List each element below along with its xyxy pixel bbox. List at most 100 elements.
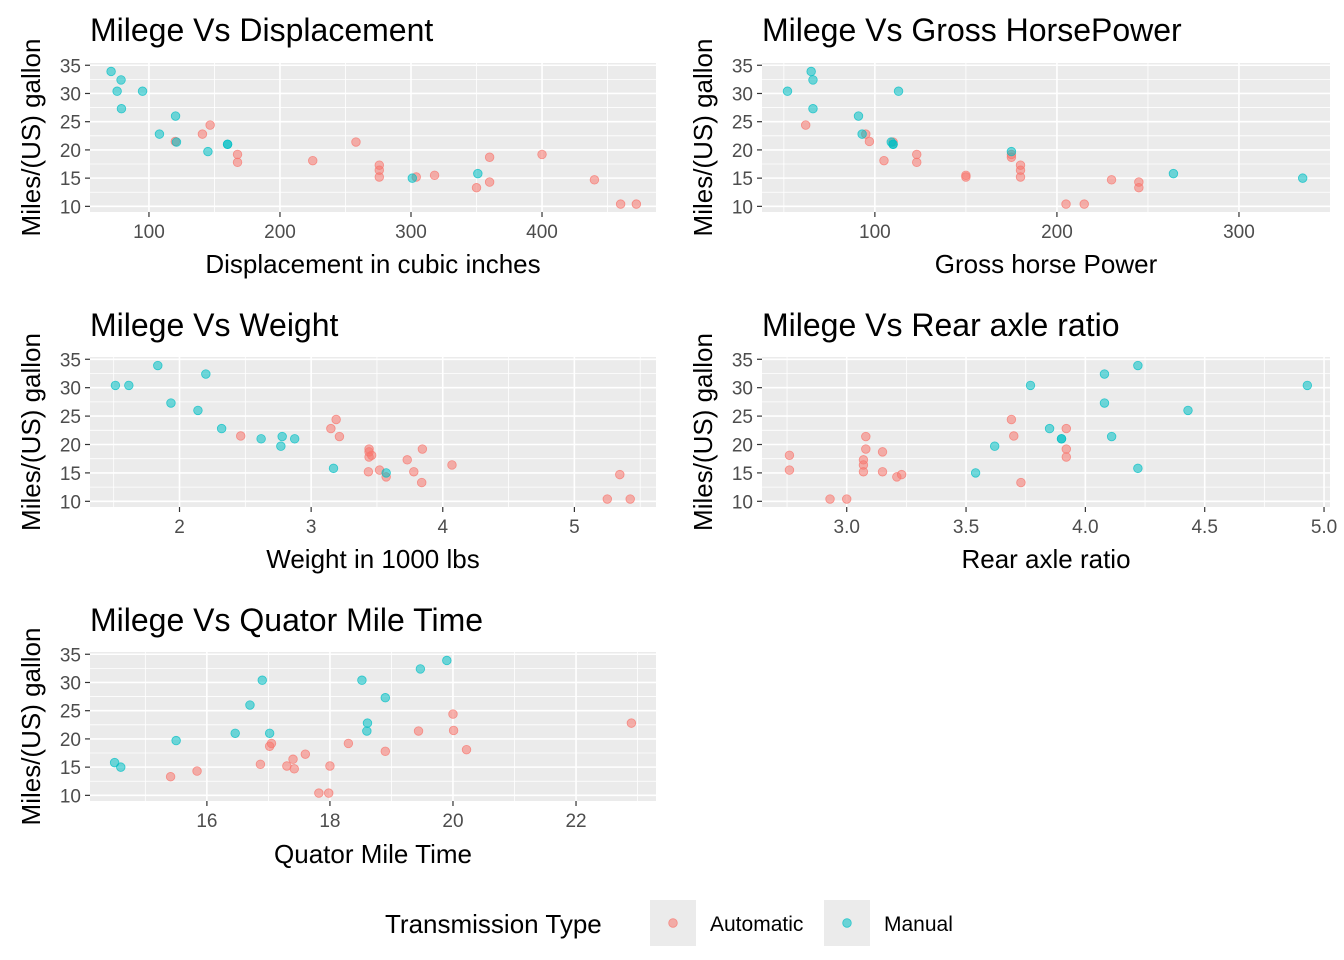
legend: Transmission Type Automatic Manual (385, 900, 953, 946)
data-point-manual (328, 463, 339, 474)
data-point-manual (380, 693, 391, 703)
data-point-automatic (334, 431, 345, 442)
data-point-automatic (326, 423, 336, 434)
data-point-manual (1025, 380, 1036, 391)
x-tick-label: 5.0 (1311, 517, 1337, 538)
data-point-automatic (417, 477, 427, 488)
data-point-manual (442, 655, 452, 666)
y-tick-label: 15 (732, 169, 753, 190)
y-tick-label: 10 (60, 786, 81, 807)
data-point-manual (893, 86, 904, 96)
chart-title: Milege Vs Gross HorsePower (762, 12, 1182, 48)
x-tick-label: 3.5 (953, 517, 979, 538)
data-point-manual (1133, 463, 1143, 474)
y-axis-title: Miles/(US) gallon (688, 333, 718, 531)
data-point-automatic (448, 709, 458, 719)
data-point-manual (171, 137, 182, 147)
data-point-manual (415, 664, 426, 674)
data-point-manual (106, 66, 116, 77)
data-point-automatic (589, 175, 600, 185)
data-point-manual (1297, 173, 1308, 183)
x-tick-label: 16 (196, 811, 217, 832)
data-point-automatic (363, 467, 374, 477)
data-point-automatic (429, 170, 440, 181)
data-point-automatic (165, 772, 176, 782)
data-point-automatic (232, 149, 243, 160)
legend-marker-manual (842, 918, 852, 928)
panel-3: 2 3 4 5 10 15 20 25 30 35 Milege Vs Weight Weight i… (16, 307, 656, 574)
data-point-manual (989, 441, 1000, 451)
data-point-automatic (1061, 444, 1071, 454)
y-tick-label: 30 (732, 84, 753, 105)
panel-4: 3.0 3.5 4.0 4.5 5.0 10 15 20 25 30 35 Milege Vs Rea… (688, 307, 1337, 574)
data-point-manual (277, 431, 287, 442)
data-point-automatic (300, 749, 311, 759)
x-tick-label: 22 (565, 811, 586, 832)
data-point-automatic (626, 718, 637, 728)
data-point-manual (289, 434, 300, 444)
y-tick-label: 25 (60, 702, 81, 723)
y-tick-label: 35 (60, 645, 81, 666)
data-point-manual (362, 718, 373, 728)
y-tick-label: 35 (60, 56, 81, 77)
data-point-automatic (1061, 452, 1071, 462)
y-tick-label: 15 (60, 169, 81, 190)
data-point-manual (473, 168, 483, 179)
data-point-manual (112, 86, 122, 96)
data-point-manual (110, 380, 121, 391)
data-point-manual (362, 726, 372, 736)
data-point-manual (256, 434, 266, 444)
x-axis-title: Rear axle ratio (961, 544, 1130, 574)
data-point-automatic (877, 467, 888, 477)
data-point-manual (203, 146, 213, 157)
y-tick-label: 25 (60, 113, 81, 134)
y-tick-label: 20 (732, 141, 753, 162)
data-point-automatic (615, 199, 626, 209)
data-point-automatic (615, 469, 625, 480)
data-point-automatic (842, 494, 852, 504)
data-point-automatic (288, 754, 298, 764)
x-tick-label: 20 (442, 811, 463, 832)
y-tick-label: 10 (60, 197, 81, 218)
data-point-manual (1168, 168, 1179, 179)
y-tick-label: 10 (732, 197, 753, 218)
y-tick-label: 20 (60, 730, 81, 751)
x-tick-label: 18 (319, 811, 340, 832)
data-point-automatic (877, 447, 888, 457)
data-point-manual (1099, 369, 1110, 379)
data-point-automatic (1106, 175, 1117, 185)
y-tick-label: 10 (60, 492, 81, 513)
x-tick-label: 200 (1041, 222, 1073, 243)
data-point-automatic (537, 149, 547, 160)
y-axis-title: Miles/(US) gallon (16, 39, 46, 237)
data-point-manual (116, 75, 126, 85)
data-point-automatic (1079, 199, 1089, 209)
legend-marker-automatic (668, 918, 678, 928)
data-point-automatic (447, 460, 457, 470)
x-tick-label: 4 (437, 517, 448, 538)
data-point-manual (222, 139, 233, 149)
data-point-manual (357, 675, 367, 685)
data-point-automatic (825, 494, 835, 504)
data-point-manual (216, 423, 227, 434)
x-tick-label: 4.5 (1191, 517, 1217, 538)
data-point-manual (808, 104, 818, 114)
data-point-manual (381, 468, 391, 478)
data-point-automatic (325, 761, 335, 771)
y-axis-title: Miles/(US) gallon (16, 333, 46, 531)
y-tick-label: 30 (60, 84, 81, 105)
data-point-automatic (1061, 199, 1071, 209)
data-point-automatic (1016, 477, 1026, 488)
data-point-automatic (784, 465, 795, 475)
legend-title: Transmission Type (385, 909, 602, 939)
data-point-automatic (858, 455, 869, 465)
panel-1: 100 200 300 400 10 15 20 25 30 35 Milege Vs Displa… (16, 12, 656, 279)
y-tick-label: 30 (60, 673, 81, 694)
data-point-automatic (409, 467, 419, 477)
data-point-manual (407, 173, 418, 183)
data-point-automatic (912, 149, 922, 160)
y-tick-label: 15 (60, 758, 81, 779)
data-point-automatic (255, 759, 266, 770)
data-point-manual (1099, 398, 1110, 408)
data-point-automatic (343, 738, 354, 749)
